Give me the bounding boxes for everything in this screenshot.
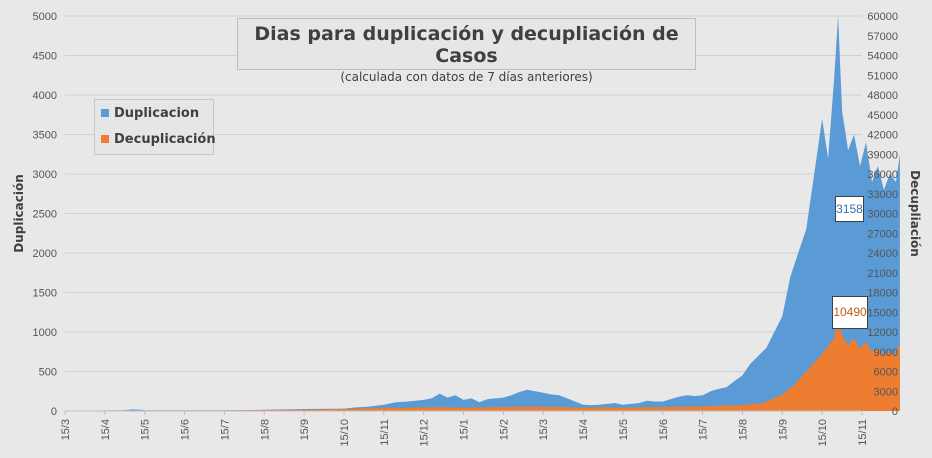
x-tick-label-7: 15/10 — [339, 419, 351, 447]
y-tick-label-1: 500 — [39, 367, 57, 379]
y2-tick-label-8: 24000 — [867, 248, 898, 260]
y-tick-label-4: 2000 — [33, 248, 57, 260]
x-tick-label-8: 15/11 — [379, 419, 391, 446]
y2-axis-title: Decupliación — [908, 170, 922, 257]
legend: Duplicacion Decuplicación — [94, 99, 216, 155]
x-tick-label-18: 15/9 — [777, 419, 789, 440]
legend-item-decuplicacion: Decuplicación — [101, 132, 216, 147]
y-tick-label-7: 3500 — [33, 130, 57, 142]
y-tick-label-10: 5000 — [33, 11, 57, 23]
y2-tick-label-9: 27000 — [867, 228, 898, 240]
y2-tick-label-6: 18000 — [867, 288, 898, 300]
y2-tick-label-15: 45000 — [867, 110, 898, 122]
x-tick-label-14: 15/5 — [618, 419, 630, 440]
y2-tick-label-1: 3000 — [874, 386, 898, 398]
y-tick-label-5: 2500 — [33, 209, 57, 221]
legend-label-duplicacion: Duplicacion — [114, 106, 200, 121]
legend-label-decuplicacion: Decuplicación — [114, 132, 216, 147]
x-tick-label-4: 15/7 — [219, 419, 231, 440]
y-tick-label-3: 1500 — [33, 288, 57, 300]
title-box: Dias para duplicación y decupliación de … — [237, 18, 696, 84]
x-tick-label-11: 15/2 — [498, 419, 510, 440]
x-tick-label-20: 15/11 — [857, 419, 869, 446]
y-tick-label-8: 4000 — [33, 90, 57, 102]
legend-item-duplicacion: Duplicacion — [101, 106, 199, 121]
y2-tick-label-18: 54000 — [867, 51, 898, 63]
legend-swatch-decuplicacion — [101, 134, 109, 143]
chart-subtitle: (calculada con datos de 7 días anteriore… — [340, 70, 593, 84]
x-tick-label-13: 15/4 — [578, 419, 590, 440]
legend-swatch-duplicacion — [101, 108, 109, 117]
y2-tick-label-5: 15000 — [867, 307, 898, 319]
y-tick-label-2: 1000 — [33, 327, 57, 339]
x-tick-label-19: 15/10 — [817, 419, 829, 447]
y2-tick-label-0: 0 — [892, 406, 898, 418]
y-tick-label-9: 4500 — [33, 51, 57, 63]
x-tick-label-3: 15/6 — [180, 419, 192, 440]
chart-title: Dias para duplicación y decupliación de … — [254, 23, 679, 67]
y2-tick-label-2: 6000 — [874, 367, 898, 379]
data-label-decuplicacion: 10490 — [832, 296, 868, 329]
y2-tick-label-10: 30000 — [867, 209, 898, 221]
x-tick-label-17: 15/8 — [737, 419, 749, 440]
x-tick-label-1: 15/4 — [100, 419, 112, 440]
y2-tick-label-14: 42000 — [867, 130, 898, 142]
y-axis-title: Duplicación — [12, 174, 26, 253]
y2-tick-label-19: 57000 — [867, 31, 898, 43]
y2-tick-label-11: 33000 — [867, 189, 898, 201]
x-tick-label-6: 15/9 — [299, 419, 311, 440]
x-tick-label-9: 15/12 — [419, 419, 431, 447]
x-tick-label-10: 15/1 — [459, 419, 471, 440]
y2-tick-label-3: 9000 — [874, 347, 898, 359]
x-tick-label-2: 15/5 — [140, 419, 152, 440]
y-tick-label-0: 0 — [51, 406, 57, 418]
series-area-1 — [65, 318, 900, 411]
y2-tick-label-20: 60000 — [867, 11, 898, 23]
x-tick-label-5: 15/8 — [259, 419, 271, 440]
y2-tick-label-13: 39000 — [867, 149, 898, 161]
y2-tick-label-4: 12000 — [867, 327, 898, 339]
data-label-duplicacion: 3158 — [835, 196, 864, 222]
y2-tick-label-17: 51000 — [867, 70, 898, 82]
x-tick-label-12: 15/3 — [538, 419, 550, 440]
y2-tick-label-12: 36000 — [867, 169, 898, 181]
x-tick-label-0: 15/3 — [60, 419, 72, 440]
y2-tick-label-16: 48000 — [867, 90, 898, 102]
x-tick-label-15: 15/6 — [658, 419, 670, 440]
y-tick-label-6: 3000 — [33, 169, 57, 181]
y2-tick-label-7: 21000 — [867, 268, 898, 280]
x-tick-label-16: 15/7 — [698, 419, 710, 440]
